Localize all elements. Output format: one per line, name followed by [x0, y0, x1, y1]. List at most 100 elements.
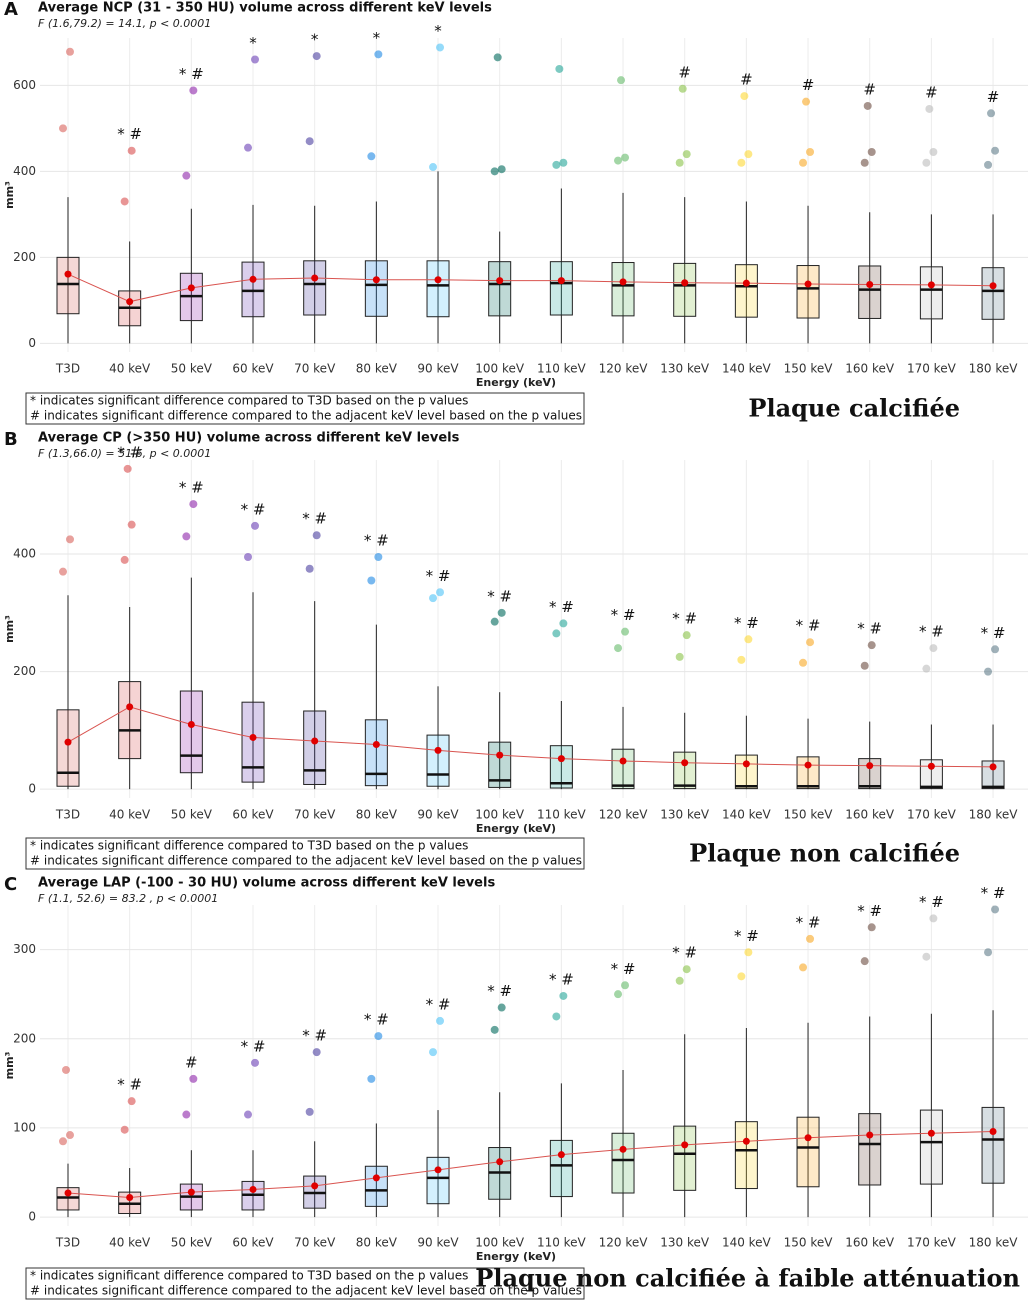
y-tick-label: 200	[13, 664, 36, 678]
x-tick-label: 60 keV	[232, 1236, 274, 1250]
annotation: Plaque calcifiée	[748, 394, 960, 423]
box	[796, 1116, 820, 1188]
mean-line	[67, 1130, 994, 1198]
outlier-point	[120, 197, 129, 206]
outlier-point	[867, 147, 876, 156]
significance-label: * #	[734, 614, 759, 632]
outlier-point	[799, 658, 808, 667]
outlier-point	[614, 644, 623, 653]
annotation: Plaque non calcifiée	[689, 839, 960, 868]
x-tick-label: 140 keV	[722, 1236, 772, 1250]
x-tick-label: 90 keV	[417, 808, 459, 822]
significance-label: * #	[981, 884, 1006, 902]
x-tick-label: 90 keV	[417, 362, 459, 376]
y-tick-label: 0	[28, 1210, 36, 1224]
x-tick-label: 50 keV	[171, 362, 213, 376]
outlier-point	[493, 53, 502, 62]
mean-point	[187, 1188, 195, 1196]
box	[56, 256, 80, 315]
outlier-point	[922, 158, 931, 167]
outlier-point	[614, 156, 623, 165]
outlier-point	[305, 137, 314, 146]
outlier-point	[66, 1131, 74, 1140]
outlier-point	[987, 109, 996, 118]
x-tick-label: 120 keV	[599, 1236, 649, 1250]
box	[673, 751, 697, 790]
significance-label: * #	[611, 606, 636, 624]
y-tick-label: 300	[13, 942, 36, 956]
x-tick-label: 60 keV	[232, 362, 274, 376]
mean-point	[619, 757, 627, 765]
y-tick-label: 0	[28, 782, 36, 796]
box	[426, 260, 450, 318]
outlier-point	[802, 97, 811, 106]
box	[549, 745, 573, 789]
legend-text: * indicates significant difference compa…	[30, 1269, 468, 1283]
box	[303, 260, 327, 316]
x-axis-label: Energy (keV)	[476, 822, 556, 835]
outlier-point	[799, 158, 808, 167]
significance-label: * #	[796, 913, 821, 931]
significance-label: * #	[241, 500, 266, 518]
box	[611, 262, 635, 317]
panel-letter: A	[4, 0, 18, 20]
outlier-point	[251, 55, 260, 64]
y-tick-label: 200	[13, 1031, 36, 1045]
outlier-point	[621, 981, 630, 990]
outlier-point	[182, 171, 191, 180]
significance-label: * #	[117, 1076, 142, 1094]
significance-label: * #	[117, 125, 142, 143]
mean-point	[742, 1137, 750, 1145]
outlier-point	[806, 638, 815, 647]
x-tick-label: 110 keV	[537, 362, 587, 376]
outlier-point	[799, 963, 808, 972]
outlier-point	[374, 50, 383, 59]
x-tick-label: 140 keV	[722, 362, 772, 376]
mean-point	[989, 763, 997, 771]
outlier-point	[737, 972, 746, 981]
outlier-point	[929, 147, 938, 156]
x-tick-label: 80 keV	[356, 1236, 398, 1250]
x-tick-label: 150 keV	[784, 362, 834, 376]
mean-point	[126, 1193, 134, 1201]
outlier-point	[737, 655, 746, 664]
mean-point	[927, 1129, 935, 1137]
chart-title: Average CP (>350 HU) volume across diffe…	[38, 431, 460, 446]
significance-label: * #	[179, 479, 204, 497]
x-tick-label: 180 keV	[969, 808, 1019, 822]
mean-point	[681, 279, 689, 287]
outlier-point	[682, 965, 691, 974]
outlier-point	[497, 1003, 506, 1012]
outlier-point	[182, 532, 191, 541]
mean-point	[557, 755, 565, 763]
y-tick-label: 100	[13, 1120, 36, 1134]
significance-label: * #	[117, 443, 142, 461]
mean-point	[64, 738, 72, 746]
y-tick-label: 400	[13, 164, 36, 178]
mean-point	[126, 703, 134, 711]
outlier-point	[860, 661, 869, 670]
outlier-point	[120, 1125, 129, 1134]
outlier-point	[991, 905, 1000, 914]
outlier-point	[552, 1012, 561, 1021]
outlier-point	[59, 1137, 67, 1146]
legend-text: * indicates significant difference compa…	[30, 394, 468, 408]
significance-label: * #	[734, 927, 759, 945]
x-tick-label: 40 keV	[109, 362, 151, 376]
outlier-point	[305, 564, 314, 573]
outlier-point	[189, 86, 198, 95]
significance-label: * #	[611, 960, 636, 978]
outlier-point	[367, 1074, 376, 1083]
box	[981, 267, 1005, 320]
significance-label: * #	[426, 995, 451, 1013]
outlier-point	[189, 1074, 198, 1083]
outlier-point	[552, 160, 561, 169]
x-tick-label: 100 keV	[475, 362, 525, 376]
outlier-point	[374, 1032, 383, 1041]
outlier-point	[929, 644, 938, 653]
outlier-point	[617, 76, 626, 85]
mean-point	[557, 1151, 565, 1159]
mean-point	[372, 741, 380, 749]
box	[919, 266, 943, 320]
outlier-point	[984, 667, 993, 676]
